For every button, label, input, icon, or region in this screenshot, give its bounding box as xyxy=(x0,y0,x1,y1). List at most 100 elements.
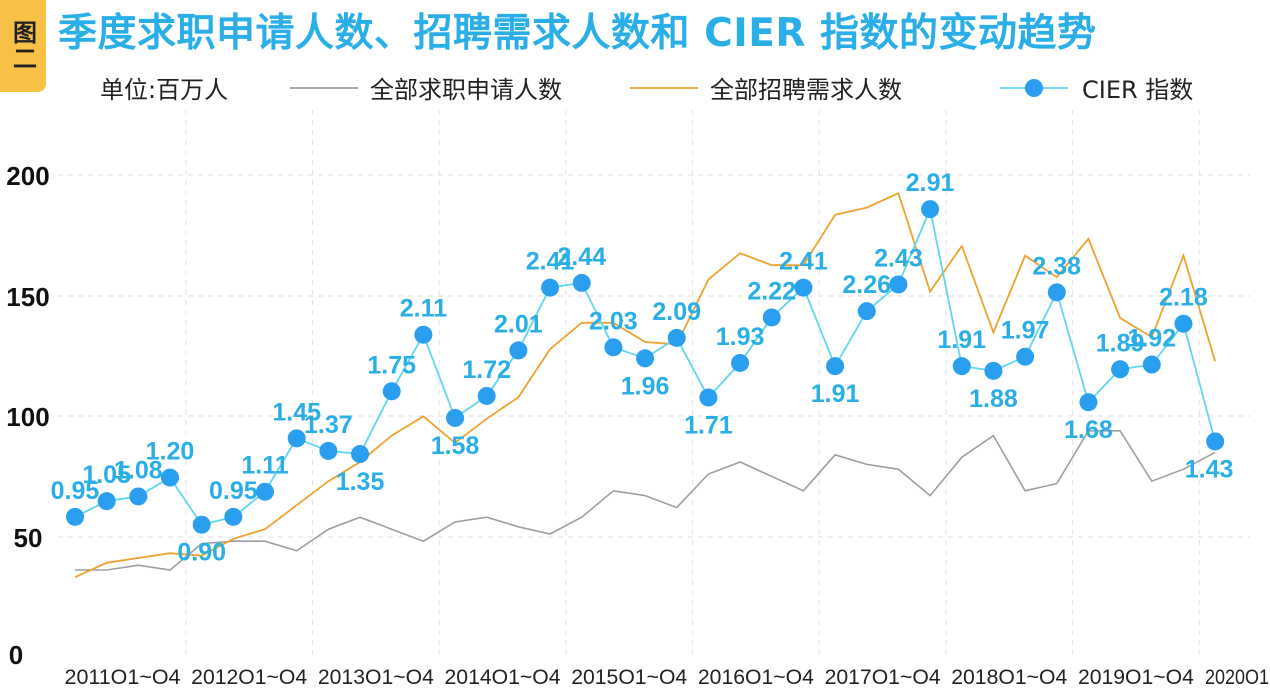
cier-data-label: 2.22 xyxy=(747,277,796,305)
cier-data-label: 2.41 xyxy=(526,248,575,276)
cier-point xyxy=(636,349,655,368)
cier-data-label: 2.43 xyxy=(874,244,923,272)
chart-title: 季度求职申请人数、招聘需求人数和 CIER 指数的变动趋势 xyxy=(58,11,1097,56)
cier-data-label: 0.90 xyxy=(177,539,226,567)
cier-point xyxy=(287,429,306,448)
x-tick-label: 2011O1~O4 xyxy=(65,666,181,689)
cier-point xyxy=(129,487,148,506)
series-line-demand xyxy=(74,191,1216,579)
cier-data-label: 2.26 xyxy=(842,271,891,299)
x-tick-label: 2014O1~O4 xyxy=(445,666,561,689)
cier-point xyxy=(161,468,180,487)
cier-data-label: 1.91 xyxy=(937,326,986,354)
y-tick-label: 150 xyxy=(6,282,49,312)
y-tick-label: 200 xyxy=(6,161,49,191)
x-tick-label: 2017O1~O4 xyxy=(825,666,941,689)
cier-data-label: 1.20 xyxy=(146,438,195,466)
cier-data-label: 0.95 xyxy=(51,477,100,505)
cier-point xyxy=(889,275,908,294)
legend-cier-swatch xyxy=(1000,78,1068,97)
series-line-applicants xyxy=(75,429,1216,571)
cier-point xyxy=(541,278,560,297)
cier-data-label: 2.01 xyxy=(494,310,543,338)
cier-point xyxy=(1206,432,1225,451)
cier-point xyxy=(192,515,211,534)
cier-data-label: 1.93 xyxy=(716,323,765,351)
cier-point xyxy=(97,492,116,511)
cier-point xyxy=(731,353,750,372)
cier-data-label: 1.75 xyxy=(367,351,416,379)
cier-point xyxy=(224,507,243,526)
cier-point xyxy=(1047,283,1066,302)
cier-point xyxy=(1079,393,1098,412)
cier-point xyxy=(762,308,781,327)
cier-data-label: 1.58 xyxy=(431,432,480,460)
cier-data-label: 2.41 xyxy=(779,248,828,276)
cier-data-label: 2.18 xyxy=(1159,284,1208,312)
cier-point xyxy=(604,338,623,357)
cier-data-label: 1.89 xyxy=(1096,329,1145,357)
cier-data-label: 1.91 xyxy=(811,380,860,408)
cier-data-label: 1.11 xyxy=(241,452,288,480)
cier-data-label: 1.96 xyxy=(621,372,670,400)
cier-point xyxy=(319,441,338,460)
figure-badge-label: 图二 xyxy=(8,20,37,72)
cier-point xyxy=(351,445,370,464)
x-tick-label: 2015O1~O4 xyxy=(571,666,687,689)
cier-data-label: 2.03 xyxy=(589,307,638,335)
cier-data-label: 1.43 xyxy=(1185,455,1234,483)
cier-data-label: 2.91 xyxy=(906,169,955,197)
x-tick-label: 2012O1~O4 xyxy=(191,666,307,689)
cier-data-label: 2.11 xyxy=(400,295,447,323)
x-tick-label: 2016O1~O4 xyxy=(698,666,814,689)
cier-point xyxy=(699,388,718,407)
cier-data-label: 1.37 xyxy=(304,411,353,439)
cier-point xyxy=(952,357,971,376)
cier-data-label: 1.68 xyxy=(1064,416,1113,444)
x-tick-label: 2020O1 xyxy=(1205,666,1269,689)
cier-point xyxy=(826,357,845,376)
cier-point xyxy=(1016,347,1035,366)
legend-demand: 全部招聘需求人数 xyxy=(630,70,902,105)
cier-data-label: 0.95 xyxy=(209,477,258,505)
cier-point xyxy=(382,382,401,401)
figure-badge: 图二 xyxy=(0,0,46,92)
y-tick-label: 50 xyxy=(14,523,43,553)
legend-demand-swatch xyxy=(630,86,698,89)
cier-data-label: 1.92 xyxy=(1127,325,1176,353)
cier-data-label: 1.35 xyxy=(336,468,385,496)
cier-point xyxy=(66,507,84,526)
cier-data-label: 1.08 xyxy=(114,456,163,484)
legend-cier-label: CIER 指数 xyxy=(1082,76,1194,104)
unit-label: 单位:百万人 xyxy=(100,76,229,104)
cier-data-label: 1.88 xyxy=(969,385,1018,413)
legend-cier: CIER 指数 xyxy=(1000,70,1193,105)
cier-point xyxy=(667,328,686,347)
cier-point xyxy=(794,278,813,297)
cier-data-label: 1.05 xyxy=(82,461,131,489)
legend-applicants-label: 全部求职申请人数 xyxy=(370,76,562,104)
cier-point xyxy=(1142,355,1161,374)
cier-point xyxy=(446,408,465,427)
cier-point xyxy=(921,200,940,219)
cier-data-label: 2.09 xyxy=(652,298,701,326)
cier-point xyxy=(1174,314,1193,333)
cier-point xyxy=(857,302,876,321)
cier-data-label: 1.72 xyxy=(462,356,511,384)
cier-data-label: 1.45 xyxy=(272,398,321,426)
x-tick-label: 2019O1~O4 xyxy=(1078,666,1194,689)
x-tick-label: 2018O1~O4 xyxy=(951,666,1067,689)
legend-applicants: 全部求职申请人数 xyxy=(290,70,562,105)
cier-point xyxy=(256,482,275,501)
cier-point xyxy=(477,386,496,405)
y-tick-label: 100 xyxy=(6,402,49,432)
y-tick-label: 0 xyxy=(9,640,23,670)
legend-demand-label: 全部招聘需求人数 xyxy=(710,76,902,104)
cier-data-label: 2.38 xyxy=(1032,252,1081,280)
cier-point xyxy=(984,361,1003,380)
cier-point xyxy=(509,341,528,360)
x-tick-label: 2013O1~O4 xyxy=(318,666,434,689)
cier-point xyxy=(1111,360,1130,379)
cier-point xyxy=(414,325,433,344)
